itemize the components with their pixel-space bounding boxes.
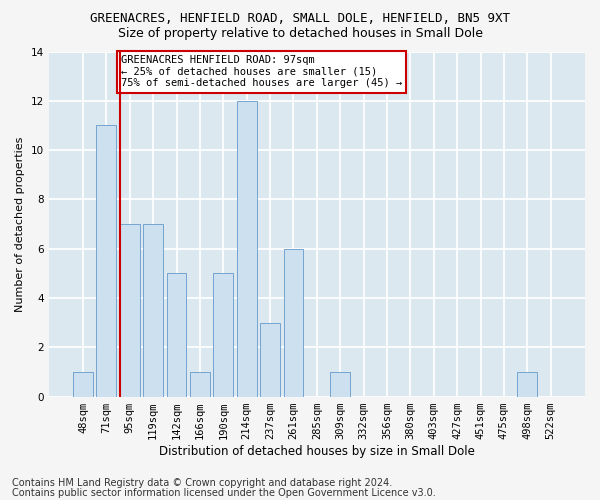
Bar [214,274,233,396]
Bar [97,126,116,396]
Text: GREENACRES HENFIELD ROAD: 97sqm
← 25% of detached houses are smaller (15)
75% of: GREENACRES HENFIELD ROAD: 97sqm ← 25% of… [121,55,402,88]
Bar [120,224,140,396]
Bar [73,372,93,396]
Bar [190,372,210,396]
Text: Contains public sector information licensed under the Open Government Licence v3: Contains public sector information licen… [12,488,436,498]
Bar [517,372,537,396]
Bar [167,274,187,396]
Text: Contains HM Land Registry data © Crown copyright and database right 2024.: Contains HM Land Registry data © Crown c… [12,478,392,488]
Bar [143,224,163,396]
Bar [330,372,350,396]
X-axis label: Distribution of detached houses by size in Small Dole: Distribution of detached houses by size … [159,444,475,458]
Bar [284,248,304,396]
Bar [237,101,257,396]
Y-axis label: Number of detached properties: Number of detached properties [15,136,25,312]
Text: GREENACRES, HENFIELD ROAD, SMALL DOLE, HENFIELD, BN5 9XT: GREENACRES, HENFIELD ROAD, SMALL DOLE, H… [90,12,510,26]
Text: Size of property relative to detached houses in Small Dole: Size of property relative to detached ho… [118,28,482,40]
Bar [260,322,280,396]
